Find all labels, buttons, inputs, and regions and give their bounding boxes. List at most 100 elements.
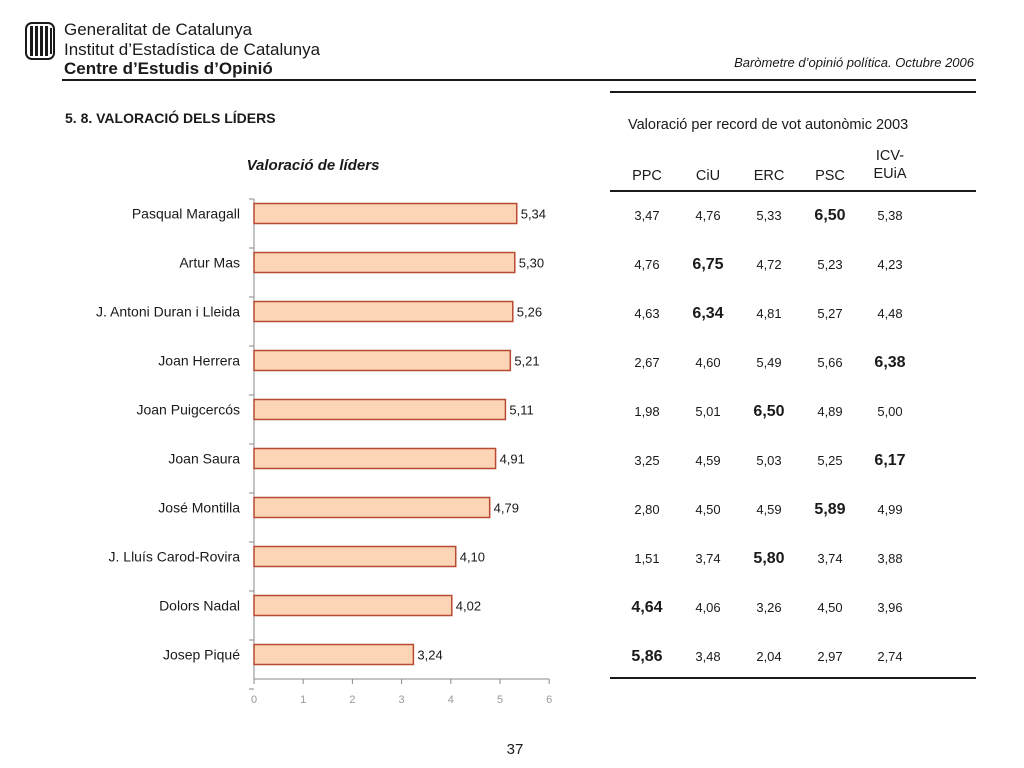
table-cell: 5,38 <box>877 208 903 223</box>
category-label: Joan Herrera <box>158 353 240 369</box>
table-cell: 5,01 <box>695 404 721 419</box>
table-cell: 4,63 <box>634 306 660 321</box>
table-cell: 5,33 <box>756 208 782 223</box>
x-tick-label: 2 <box>349 694 355 706</box>
table-cell: 6,75 <box>692 256 724 273</box>
data-label: 4,79 <box>494 501 519 516</box>
table-cell: 3,25 <box>634 453 660 468</box>
bar <box>253 496 491 519</box>
table-cell: 3,74 <box>695 551 721 566</box>
table-bottom-rule <box>610 677 976 679</box>
table-cell: 4,89 <box>817 404 843 419</box>
header-rule <box>62 79 976 81</box>
bar <box>253 398 507 421</box>
data-label: 4,02 <box>456 599 481 614</box>
table-cell: 4,76 <box>634 257 660 272</box>
report-title: Baròmetre d’opinió política. Octubre 200… <box>734 55 974 70</box>
table-cell: 2,80 <box>634 502 660 517</box>
bar <box>253 545 457 568</box>
table-cell: 4,23 <box>877 257 903 272</box>
column-header: PSC <box>815 168 845 184</box>
data-label: 5,11 <box>509 403 533 418</box>
table-cell: 4,06 <box>695 600 721 615</box>
table-cell: 3,47 <box>634 208 660 223</box>
data-label: 5,34 <box>521 207 546 222</box>
column-header: ERC <box>753 168 785 184</box>
table-cell: 2,04 <box>756 649 782 664</box>
table-cell: 4,99 <box>877 502 903 517</box>
table-cell: 5,49 <box>756 355 782 370</box>
institution-line-1: Generalitat de Catalunya <box>64 20 253 39</box>
column-header: ICV- EUiA <box>860 147 920 183</box>
bar <box>253 349 512 372</box>
table-cell: 4,59 <box>695 453 721 468</box>
table-cell: 4,59 <box>756 502 782 517</box>
bar <box>253 447 497 470</box>
table-cell: 4,50 <box>695 502 721 517</box>
table-cell: 5,25 <box>817 453 843 468</box>
data-label: 4,10 <box>460 550 485 565</box>
page-number: 37 <box>506 741 524 758</box>
table-cell: 4,76 <box>695 208 721 223</box>
table-cell: 6,17 <box>874 452 906 469</box>
x-tick-label: 6 <box>546 694 552 706</box>
table-cell: 4,50 <box>817 600 843 615</box>
x-tick-label: 5 <box>497 694 503 706</box>
category-label: Josep Piqué <box>163 647 240 663</box>
x-tick-label: 4 <box>448 694 454 706</box>
table-caption: Valoració per record de vot autonòmic 20… <box>628 117 909 133</box>
table-cell: 5,86 <box>631 648 663 665</box>
table-cell: 1,51 <box>634 551 660 566</box>
chart-title: Valoració de líders <box>247 157 380 174</box>
table-cell: 6,38 <box>874 354 906 371</box>
table-cell: 1,98 <box>634 404 660 419</box>
bar <box>253 300 514 323</box>
table-cell: 3,26 <box>756 600 782 615</box>
x-tick-label: 3 <box>399 694 405 706</box>
column-header: PPC <box>632 168 662 184</box>
x-tick-label: 1 <box>300 694 306 706</box>
bar <box>253 251 516 274</box>
category-label: Dolors Nadal <box>159 598 240 614</box>
bar <box>253 202 518 225</box>
table-cell: 5,27 <box>817 306 843 321</box>
table-cell: 3,74 <box>817 551 843 566</box>
bar <box>253 594 453 617</box>
table-cell: 5,03 <box>756 453 782 468</box>
bar <box>253 643 415 666</box>
table-cell: 2,67 <box>634 355 660 370</box>
table-cell: 3,88 <box>877 551 903 566</box>
generalitat-logo-icon <box>25 22 55 60</box>
table-cell: 4,72 <box>756 257 782 272</box>
table-cell: 4,81 <box>756 306 782 321</box>
x-tick-label: 0 <box>251 694 257 706</box>
table-cell: 2,97 <box>817 649 843 664</box>
column-header-line: EUiA <box>873 166 907 182</box>
table-cell: 5,00 <box>877 404 903 419</box>
table-header-rule <box>610 190 976 192</box>
table-cell: 4,48 <box>877 306 903 321</box>
table-cell: 6,50 <box>753 403 785 420</box>
institution-line-2: Institut d’Estadística de Catalunya <box>64 40 321 59</box>
table-cell: 4,60 <box>695 355 721 370</box>
table-cell: 5,89 <box>814 501 846 518</box>
table-top-rule <box>610 91 976 93</box>
data-label: 5,26 <box>517 305 542 320</box>
institution-line-3: Centre d’Estudis d’Opinió <box>64 59 273 78</box>
section-title: 5. 8. VALORACIÓ DELS LÍDERS <box>65 110 276 126</box>
column-header: CiU <box>695 168 721 184</box>
data-label: 5,21 <box>514 354 539 369</box>
column-header-line: ICV- <box>875 148 905 164</box>
category-label: Artur Mas <box>179 255 240 271</box>
table-cell: 5,23 <box>817 257 843 272</box>
category-label: J. Lluís Carod-Rovira <box>109 549 241 565</box>
table-cell: 3,48 <box>695 649 721 664</box>
table-cell: 6,50 <box>814 207 846 224</box>
table-cell: 6,34 <box>692 305 724 322</box>
data-label: 3,24 <box>417 648 442 663</box>
table-cell: 5,66 <box>817 355 843 370</box>
category-label: José Montilla <box>158 500 240 516</box>
data-label: 5,30 <box>519 256 544 271</box>
category-label: Joan Saura <box>168 451 240 467</box>
category-label: Joan Puigcercós <box>136 402 240 418</box>
